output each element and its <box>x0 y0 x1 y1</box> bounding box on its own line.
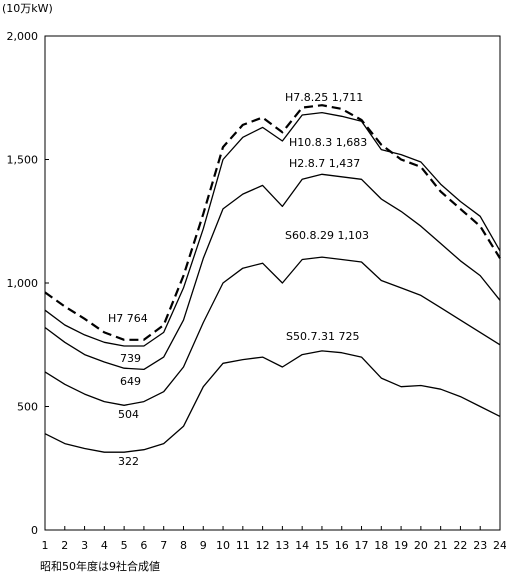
x-tick-label: 2 <box>61 539 68 552</box>
x-tick-label: 16 <box>335 539 349 552</box>
y-tick-label: 0 <box>31 524 38 537</box>
plot-frame <box>45 36 500 530</box>
x-tick-label: 18 <box>374 539 388 552</box>
x-tick-label: 24 <box>493 539 506 552</box>
series-line-h7 <box>45 105 500 340</box>
x-tick-label: 3 <box>81 539 88 552</box>
x-tick-label: 13 <box>275 539 289 552</box>
chart-footnote: 昭和50年度は9社合成値 <box>40 558 160 574</box>
y-tick-label: 1,500 <box>7 154 39 167</box>
x-tick-label: 12 <box>256 539 270 552</box>
x-tick-label: 20 <box>414 539 428 552</box>
y-tick-label: 1,000 <box>7 277 39 290</box>
x-tick-label: 10 <box>216 539 230 552</box>
x-tick-label: 22 <box>453 539 467 552</box>
peak-label-h7: H7.8.25 1,711 <box>285 91 363 104</box>
y-tick-label: 2,000 <box>7 30 39 43</box>
series-line-h10 <box>45 113 500 346</box>
series-line-s60 <box>45 257 500 405</box>
x-tick-label: 11 <box>236 539 250 552</box>
x-tick-label: 19 <box>394 539 408 552</box>
series-line-h2 <box>45 174 500 369</box>
x-tick-label: 6 <box>140 539 147 552</box>
peak-label-h2: H2.8.7 1,437 <box>289 157 360 170</box>
peak-label-s60: S60.8.29 1,103 <box>285 229 369 242</box>
x-tick-label: 7 <box>160 539 167 552</box>
y-tick-label: 500 <box>17 401 38 414</box>
x-tick-label: 23 <box>473 539 487 552</box>
x-tick-label: 21 <box>434 539 448 552</box>
x-tick-label: 9 <box>200 539 207 552</box>
x-tick-label: 1 <box>42 539 49 552</box>
min-label-s60: 504 <box>118 408 139 421</box>
min-label-h7: H7 764 <box>108 312 148 325</box>
min-label-h2: 649 <box>120 375 141 388</box>
x-tick-label: 14 <box>295 539 309 552</box>
peak-label-s50: S50.7.31 725 <box>286 330 359 343</box>
peak-label-h10: H10.8.3 1,683 <box>289 136 367 149</box>
min-label-s50: 322 <box>118 455 139 468</box>
x-tick-label: 15 <box>315 539 329 552</box>
min-label-h10: 739 <box>120 352 141 365</box>
x-tick-label: 4 <box>101 539 108 552</box>
series-line-s50 <box>45 351 500 452</box>
x-tick-label: 8 <box>180 539 187 552</box>
x-tick-label: 5 <box>121 539 128 552</box>
x-tick-label: 17 <box>355 539 369 552</box>
